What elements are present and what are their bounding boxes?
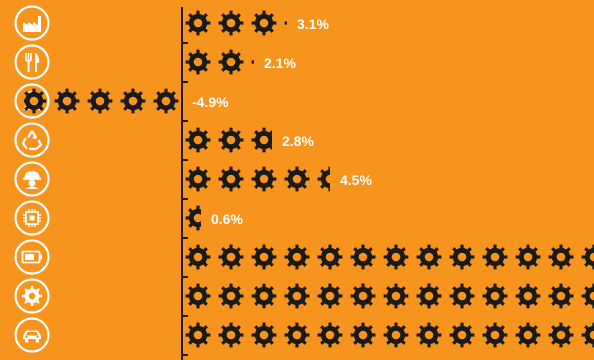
gear-bar-unit	[449, 322, 475, 348]
gear-bar-unit	[218, 244, 244, 270]
gear-bar-unit	[251, 166, 277, 192]
gear-bar-unit	[218, 322, 244, 348]
gear-bar-unit	[251, 244, 277, 270]
fork-knife-icon	[14, 44, 50, 80]
gear-bar-unit	[416, 322, 442, 348]
value-label: 3.1%	[297, 16, 329, 32]
gear-bar-unit	[153, 88, 179, 114]
gear-bar-unit	[317, 244, 343, 270]
axis-tick	[181, 237, 188, 239]
gear-bar-unit	[87, 88, 113, 114]
axis-tick	[181, 276, 188, 278]
axis-tick	[181, 354, 188, 356]
gear-bar-unit	[185, 49, 211, 75]
gear-bar-unit	[218, 283, 244, 309]
battery-icon	[14, 239, 50, 275]
gear-bar-unit	[185, 127, 211, 153]
value-label: 2.8%	[282, 133, 314, 149]
gear-bar-unit	[54, 88, 80, 114]
gear-bar-unit	[515, 322, 541, 348]
gear-bar-unit	[24, 88, 47, 114]
gear-icon	[14, 278, 50, 314]
value-label: 4.5%	[340, 172, 372, 188]
gear-bar-unit	[284, 244, 310, 270]
gear-bar-unit	[482, 244, 508, 270]
gear-bar-unit	[548, 244, 574, 270]
axis-tick	[181, 315, 188, 317]
gear-bar-unit	[350, 244, 376, 270]
axis-tick	[181, 81, 188, 83]
gear-bar-unit	[350, 322, 376, 348]
gear-bar-unit	[284, 166, 310, 192]
gear-bar-unit	[251, 127, 272, 153]
axis-tick	[181, 159, 188, 161]
car-icon	[14, 317, 50, 353]
gear-bar-unit	[317, 166, 330, 192]
gear-bar-unit	[449, 283, 475, 309]
gear-bar-unit	[482, 283, 508, 309]
gear-bar-unit	[284, 322, 310, 348]
axis-tick	[181, 198, 188, 200]
gear-bar-unit	[383, 244, 409, 270]
gear-bar-unit	[581, 322, 594, 348]
gear-bar-unit	[284, 283, 310, 309]
axis-tick	[181, 42, 188, 44]
gear-bar-unit	[317, 283, 343, 309]
gear-bar-unit	[218, 127, 244, 153]
zero-axis-line	[181, 7, 183, 360]
gear-bar-unit	[350, 283, 376, 309]
gear-bar-unit	[120, 88, 146, 114]
gear-bar-unit	[581, 283, 594, 309]
gear-bar-unit	[185, 205, 201, 231]
value-label: 0.6%	[211, 211, 243, 227]
gear-bar-unit	[515, 244, 541, 270]
recycle-icon	[14, 122, 50, 158]
factory-icon	[14, 5, 50, 41]
chip-icon	[14, 200, 50, 236]
axis-tick	[181, 120, 188, 122]
gear-bar-unit	[218, 49, 244, 75]
gear-bar-unit	[185, 322, 211, 348]
gear-bar-unit	[383, 322, 409, 348]
gear-bar-unit	[251, 10, 277, 36]
value-label: -4.9%	[192, 94, 229, 110]
gear-bar-unit	[185, 283, 211, 309]
gear-bar-unit	[581, 244, 594, 270]
gear-bar-unit	[251, 283, 277, 309]
gear-bar-unit	[185, 244, 211, 270]
value-label: 2.1%	[264, 55, 296, 71]
gear-bar-unit	[482, 322, 508, 348]
gear-bar-unit	[383, 283, 409, 309]
gear-bar-unit	[449, 244, 475, 270]
gear-bar-unit	[185, 10, 211, 36]
gear-bar-unit	[548, 322, 574, 348]
gear-bar-unit	[284, 10, 287, 36]
gear-bar-unit	[416, 244, 442, 270]
gear-bar-unit	[251, 49, 254, 75]
gear-bar-unit	[185, 166, 211, 192]
gear-bar-unit	[251, 322, 277, 348]
gear-bar-unit	[515, 283, 541, 309]
gear-bar-unit	[548, 283, 574, 309]
gear-bar-unit	[218, 10, 244, 36]
gear-bar-unit	[218, 166, 244, 192]
worker-helmet-icon	[14, 161, 50, 197]
gear-bar-unit	[416, 283, 442, 309]
gear-bar-unit	[317, 322, 343, 348]
